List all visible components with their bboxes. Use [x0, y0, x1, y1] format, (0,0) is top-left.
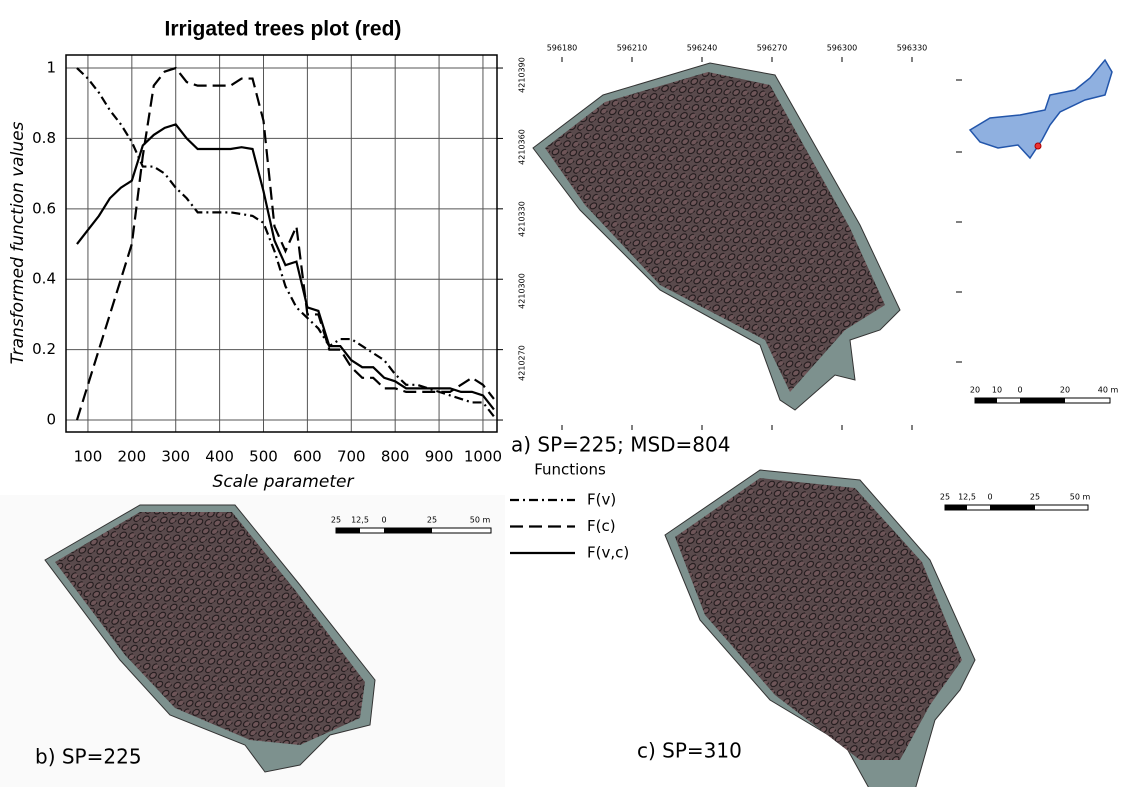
- scale-label: 0: [987, 493, 992, 502]
- caption: b) SP=225: [35, 745, 142, 769]
- map-b: b) SP=225 25 12,5 0 25 50 m: [0, 495, 505, 787]
- x-tick-label: 600: [293, 448, 322, 466]
- coord-label: 596330: [897, 44, 928, 53]
- coord-label: 596270: [757, 44, 788, 53]
- y-tick-label: 0: [46, 411, 56, 429]
- scale-label: 0: [381, 516, 386, 525]
- line-series: [76, 123, 495, 411]
- x-tick-label: 800: [381, 448, 410, 466]
- y-tick-label: 0.6: [32, 199, 56, 217]
- scale-label: 0: [1017, 386, 1022, 395]
- caption: c) SP=310: [637, 739, 742, 763]
- map-a: a) SP=225; MSD=804 596180 596210 596240 596…: [511, 44, 927, 457]
- x-tick-label: 1000: [464, 448, 502, 466]
- coord-label: 4210270: [518, 345, 527, 381]
- y-tick-label: 0.2: [32, 340, 56, 358]
- map-coords: 596180 596210 596240 596270 596300 596330 4210…: [518, 44, 928, 430]
- legend-title: Functions: [534, 461, 606, 479]
- coord-label: 596240: [687, 44, 718, 53]
- coord-label: 596180: [547, 44, 578, 53]
- scale-label: 25: [940, 493, 950, 502]
- coord-label: 4210390: [518, 57, 527, 93]
- line-series: [76, 67, 495, 418]
- x-axis-label: Scale parameter: [213, 472, 355, 492]
- scale-label: 12,5: [958, 493, 976, 502]
- coord-label: 4210300: [518, 273, 527, 309]
- scale-label: 25: [427, 516, 437, 525]
- y-tick-label: 1: [46, 59, 56, 77]
- chart-title: Irrigated trees plot (red): [165, 18, 402, 41]
- x-tick-label: 500: [249, 448, 278, 466]
- line-chart: Irrigated trees plot (red) Scale paramet…: [8, 18, 629, 562]
- legend-label: F(c): [587, 517, 616, 535]
- x-tick-label: 700: [337, 448, 366, 466]
- y-axis-label: Transformed function values: [8, 121, 28, 364]
- scale-label: 12,5: [351, 516, 369, 525]
- line-series: [75, 66, 495, 421]
- scale-label: 20: [1060, 386, 1070, 395]
- map-c: c) SP=310 25 12,5 0 25 50 m: [637, 469, 1091, 787]
- scale-label: 25: [331, 516, 341, 525]
- scale-label: 50 m: [1070, 493, 1091, 502]
- caption: a) SP=225; MSD=804: [511, 433, 730, 457]
- legend-label: F(v): [587, 491, 616, 509]
- inset-map: 20 10 0 20 40 m: [956, 58, 1119, 404]
- x-tick-label: 300: [161, 448, 190, 466]
- scale-label: 20: [970, 386, 980, 395]
- y-tick-label: 0.4: [32, 270, 56, 288]
- coord-label: 4210330: [518, 201, 527, 237]
- x-tick-label: 400: [205, 448, 234, 466]
- x-tick-label: 900: [425, 448, 454, 466]
- scale-label: 25: [1030, 493, 1040, 502]
- coord-label: 596300: [827, 44, 858, 53]
- coord-label: 596210: [617, 44, 648, 53]
- scale-label: 50 m: [470, 516, 491, 525]
- scale-label: 40 m: [1098, 386, 1119, 395]
- scale-label: 10: [992, 386, 1002, 395]
- plot-frame: [65, 54, 498, 433]
- x-tick-label: 100: [74, 448, 103, 466]
- y-tick-label: 0.8: [32, 129, 56, 147]
- coord-label: 4210360: [518, 129, 527, 165]
- legend-label: F(v,c): [587, 544, 629, 562]
- x-tick-label: 200: [118, 448, 147, 466]
